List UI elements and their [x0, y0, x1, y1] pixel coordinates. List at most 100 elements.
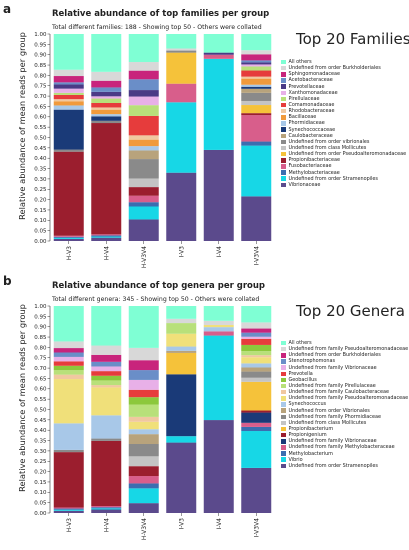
bar-segment	[53, 149, 84, 152]
bar-segment	[241, 467, 272, 513]
legend-item: Sphingomonadaceae	[281, 71, 406, 77]
bar-segment	[53, 374, 84, 380]
y-tick-label: 0.70	[34, 366, 47, 372]
legend-item: Prevotella	[281, 371, 408, 377]
legend-swatch	[281, 59, 286, 65]
legend-item: Phormidiaceae	[281, 120, 406, 126]
legend-item: Undefined from class Mollicutes	[281, 145, 406, 151]
y-tick-label: 1.00	[34, 304, 47, 310]
x-tick-label: H-V3	[66, 246, 73, 260]
bar-segment	[53, 509, 84, 511]
legend-swatch	[281, 353, 286, 358]
bar-segment	[241, 412, 272, 423]
bar-segment	[53, 341, 84, 349]
y-tick-label: 0.15	[34, 480, 47, 486]
x-tick-label: I-V4	[216, 246, 223, 258]
legend-item: Caulobacteraceae	[281, 133, 406, 139]
bar-segment	[53, 109, 84, 150]
bar-segment	[128, 476, 159, 484]
x-tick-label: H-V3V4	[141, 518, 148, 540]
legend-swatch	[281, 463, 286, 469]
bar-segment	[166, 352, 197, 375]
bar-segment	[91, 87, 122, 92]
bar-segment	[53, 352, 84, 357]
legend-item: Undefined from order Stramenopiles	[281, 176, 406, 182]
legend-swatch	[281, 133, 286, 138]
legend-item: Propionigenium	[281, 432, 408, 438]
bar-segment	[203, 420, 234, 513]
bar-segment	[53, 105, 84, 110]
y-tick-label: 0.55	[34, 125, 47, 131]
legend-label: Phormidiaceae	[288, 120, 325, 127]
legend: All others Undefined from family Pseudoal…	[281, 340, 408, 469]
x-tick-label: I-V3V4	[253, 246, 260, 266]
legend-item: Undefined from family Caulobacteraceae	[281, 389, 408, 395]
legend-item: Undefined from family Phormidiaceae	[281, 414, 408, 420]
bar-segment	[53, 99, 84, 102]
bar-segment	[241, 196, 272, 241]
legend-label: Undefined from family Caulobacteraceae	[288, 389, 390, 396]
bar-segment	[91, 415, 122, 439]
legend-swatch	[281, 170, 286, 175]
bar-segment	[128, 79, 159, 91]
x-tick-label: I-V3V4	[253, 518, 260, 538]
legend-swatch	[281, 402, 286, 407]
bar-segment	[166, 50, 197, 53]
legend-item: Bacillaceae	[281, 114, 406, 120]
bar-segment	[91, 506, 122, 508]
legend-label: Vibrionaceae	[288, 181, 321, 188]
legend-label: Undefined from family Pirellulaceae	[288, 382, 376, 389]
bar-segment	[91, 98, 122, 103]
bar-segment	[53, 356, 84, 362]
legend-swatch	[281, 432, 286, 438]
bar-segment	[241, 64, 272, 67]
panel-letter: b	[3, 274, 12, 288]
bar-segment	[241, 50, 272, 55]
bar-segment	[53, 507, 84, 509]
bar-segment	[53, 452, 84, 508]
panel-b: b Relative abundance of top genera per g…	[0, 272, 409, 547]
legend-label: Undefined from class Mollicutes	[288, 419, 367, 426]
bar-segment	[166, 102, 197, 173]
y-tick-label: 0.45	[34, 418, 47, 424]
bar-segment	[203, 327, 234, 332]
bar-segment	[53, 82, 84, 85]
legend-item: Undefined from order vibrionales	[281, 139, 406, 145]
bar-segment	[128, 96, 159, 106]
legend-item: All others	[281, 59, 406, 65]
bar-segment	[91, 345, 122, 355]
legend-swatch	[281, 457, 286, 462]
bar-segment	[128, 397, 159, 405]
chart-title: Relative abundance of top families per g…	[52, 9, 270, 19]
x-tick-label: H-V4	[103, 246, 110, 260]
panel-letter: a	[3, 2, 12, 16]
bar-segment	[91, 385, 122, 388]
bar-segment	[203, 331, 234, 336]
bar-segment	[128, 90, 159, 97]
bar-segment	[53, 449, 84, 453]
legend-swatch	[281, 158, 286, 163]
bar-segment	[128, 360, 159, 371]
bar-segment	[128, 503, 159, 513]
panel-a: a Relative abundance of top families per…	[3, 2, 409, 268]
legend-label: Undefined from family Phormidiaceae	[288, 413, 381, 420]
bar-segment	[128, 135, 159, 140]
legend-label: Synechococcus	[288, 401, 327, 408]
legend-label: Propionibacteriaceae	[288, 157, 340, 164]
bar-segment	[53, 92, 84, 95]
bar-segment	[91, 235, 122, 237]
legend-swatch	[281, 90, 286, 96]
legend-item: Undefined from order Vibrionales	[281, 408, 408, 414]
bar-segment	[53, 84, 84, 89]
legend-swatch	[281, 72, 286, 77]
legend-swatch	[281, 65, 286, 71]
bar-segment	[53, 94, 84, 100]
bar-segment	[53, 361, 84, 366]
legend-item: Stenotrophomonas	[281, 358, 408, 364]
legend-item: Fusobacteriaceae	[281, 163, 406, 169]
y-tick-label: 0.90	[34, 53, 47, 59]
bar-segment	[91, 91, 122, 97]
stacked-bar-chart: 0.00 0.05 0.10 0.15 0.20 0.25 0.30 0.35 0.40 0.45…	[34, 304, 272, 540]
bar-segment	[91, 234, 122, 236]
x-tick-label: I-V3	[178, 518, 185, 530]
